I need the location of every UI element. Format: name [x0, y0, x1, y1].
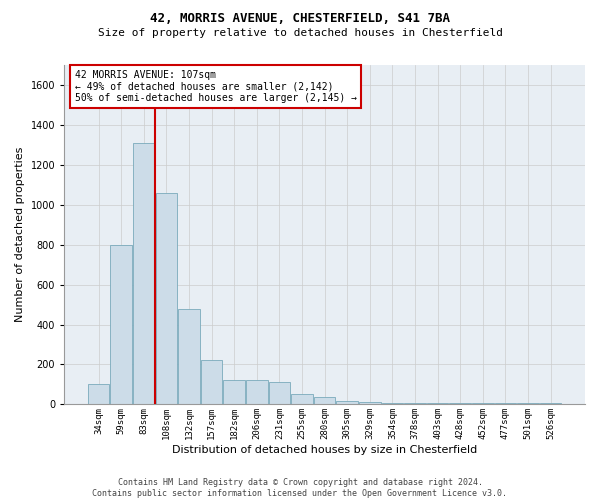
- Bar: [269, 382, 290, 404]
- Text: Size of property relative to detached houses in Chesterfield: Size of property relative to detached ho…: [97, 28, 503, 38]
- Bar: [201, 360, 223, 405]
- Bar: [337, 402, 358, 404]
- Bar: [110, 244, 132, 404]
- Text: 42, MORRIS AVENUE, CHESTERFIELD, S41 7BA: 42, MORRIS AVENUE, CHESTERFIELD, S41 7BA: [150, 12, 450, 26]
- X-axis label: Distribution of detached houses by size in Chesterfield: Distribution of detached houses by size …: [172, 445, 477, 455]
- Bar: [178, 308, 200, 404]
- Bar: [314, 398, 335, 404]
- Bar: [246, 380, 268, 404]
- Bar: [359, 402, 380, 404]
- Text: Contains HM Land Registry data © Crown copyright and database right 2024.
Contai: Contains HM Land Registry data © Crown c…: [92, 478, 508, 498]
- Bar: [133, 143, 155, 405]
- Text: 42 MORRIS AVENUE: 107sqm
← 49% of detached houses are smaller (2,142)
50% of sem: 42 MORRIS AVENUE: 107sqm ← 49% of detach…: [74, 70, 356, 103]
- Bar: [88, 384, 109, 404]
- Y-axis label: Number of detached properties: Number of detached properties: [15, 147, 25, 322]
- Bar: [155, 193, 177, 404]
- Bar: [223, 380, 245, 404]
- Bar: [291, 394, 313, 404]
